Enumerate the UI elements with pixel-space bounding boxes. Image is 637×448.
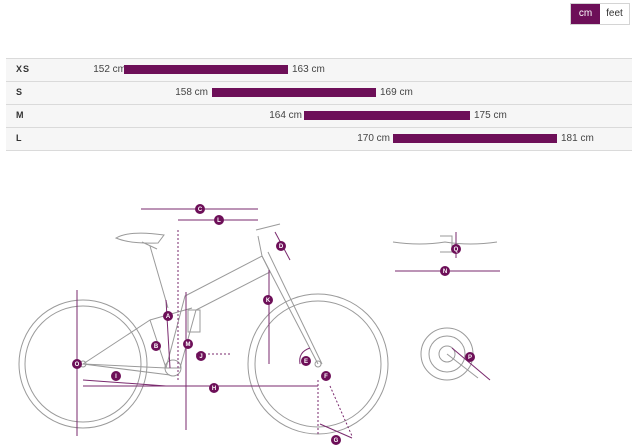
svg-text:P: P (468, 355, 472, 361)
size-label: S (16, 87, 24, 97)
size-row-s: S 158 cm 169 cm (6, 81, 632, 104)
svg-text:M: M (186, 342, 191, 348)
range-max: 181 cm (561, 133, 594, 144)
marker-e: E (301, 356, 311, 366)
svg-text:I: I (115, 374, 117, 380)
svg-text:O: O (75, 362, 80, 368)
svg-text:B: B (154, 344, 159, 350)
marker-q: Q (451, 244, 461, 254)
svg-text:A: A (166, 314, 171, 320)
range-min: 170 cm (357, 133, 390, 144)
height-range-bar (212, 88, 376, 97)
marker-l: L (214, 215, 224, 225)
range-min: 152 cm (93, 64, 126, 75)
marker-d: D (276, 241, 286, 251)
marker-b: B (151, 341, 161, 351)
size-table: XS 152 cm 163 cm S 158 cm 169 cm M 164 c… (6, 58, 632, 151)
marker-p: P (465, 352, 475, 362)
range-max: 169 cm (380, 87, 413, 98)
unit-feet-button[interactable]: feet (600, 4, 629, 24)
svg-text:C: C (198, 207, 203, 213)
marker-n: N (440, 266, 450, 276)
marker-g: G (331, 435, 341, 445)
size-label: M (16, 110, 25, 120)
height-range-bar (124, 65, 288, 74)
svg-text:L: L (217, 218, 221, 224)
size-row-m: M 164 cm 175 cm (6, 104, 632, 127)
svg-text:N: N (443, 269, 447, 275)
marker-f: F (321, 371, 331, 381)
range-min: 164 cm (269, 110, 302, 121)
marker-h: H (209, 383, 219, 393)
marker-c: C (195, 204, 205, 214)
bike-geometry-diagram: A B C D E F G H I J K L M N O P Q (18, 204, 500, 445)
unit-toggle: cm feet (570, 3, 630, 25)
size-row-l: L 170 cm 181 cm (6, 127, 632, 151)
crankset-diagram (420, 327, 491, 381)
svg-text:D: D (279, 244, 284, 250)
svg-text:H: H (212, 386, 216, 392)
svg-text:Q: Q (454, 247, 459, 253)
size-row-xs: XS 152 cm 163 cm (6, 58, 632, 81)
svg-text:K: K (266, 298, 271, 304)
size-label: L (16, 133, 23, 143)
marker-o: O (72, 359, 82, 369)
marker-k: K (263, 295, 273, 305)
range-min: 158 cm (175, 87, 208, 98)
range-max: 163 cm (292, 64, 325, 75)
dimension-lines (76, 208, 353, 439)
marker-j: J (196, 351, 206, 361)
size-label: XS (16, 64, 31, 74)
svg-text:F: F (324, 374, 328, 380)
handlebar-diagram (392, 232, 500, 272)
height-range-bar (393, 134, 557, 143)
unit-cm-button[interactable]: cm (571, 4, 600, 24)
range-max: 175 cm (474, 110, 507, 121)
height-range-bar (304, 111, 470, 120)
marker-m: M (183, 339, 193, 349)
svg-text:E: E (304, 359, 308, 365)
svg-text:J: J (199, 354, 202, 360)
svg-text:G: G (334, 438, 339, 444)
marker-i: I (111, 371, 121, 381)
marker-a: A (163, 311, 173, 321)
